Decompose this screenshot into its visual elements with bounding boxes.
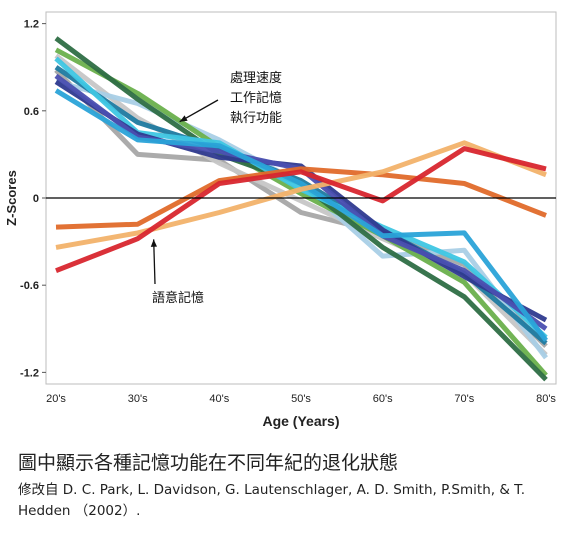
series-line-13 [55, 146, 547, 274]
annotation-arrow [153, 239, 156, 285]
annotation-text: 執行功能 [230, 110, 282, 126]
x-tick-label: 60's [373, 393, 393, 405]
series-line-4 [54, 47, 548, 377]
caption-source: 修改自 D. C. Park, L. Davidson, G. Lautensc… [18, 482, 526, 519]
x-tick-label: 40's [209, 393, 229, 405]
y-tick-label: -1.2 [20, 367, 39, 379]
annotation-arrowhead [150, 239, 158, 247]
series-line-12 [55, 140, 547, 250]
annotation-text: 處理速度 [230, 70, 282, 86]
caption-title: 圖中顯示各種記憶功能在不同年紀的退化狀態 [18, 452, 399, 474]
series-line-11 [55, 166, 547, 230]
x-tick-label: 50's [291, 393, 311, 405]
y-tick-label: -0.6 [20, 280, 39, 292]
annotation-arrowhead [179, 115, 188, 122]
line-chart: 1.2 0.6 0 -0.6 -1.2 20's 30's 40's 50's 60's 70's 8… [4, 11, 557, 429]
x-tick-label: 30's [128, 393, 148, 405]
y-tick-label: 0 [33, 193, 39, 205]
x-axis-label: Age (Years) [262, 413, 339, 429]
y-tick-label: 0.6 [24, 106, 39, 118]
annotation-text: 語意記憶 [152, 290, 204, 306]
series-line-10 [54, 88, 548, 342]
y-axis-label: Z-Scores [4, 170, 19, 226]
x-tick-label: 70's [454, 393, 474, 405]
x-tick-label: 80's [536, 393, 556, 405]
annotation-text: 工作記憶 [230, 90, 282, 106]
x-tick-label: 20's [46, 393, 66, 405]
y-tick-label: 1.2 [24, 19, 39, 31]
